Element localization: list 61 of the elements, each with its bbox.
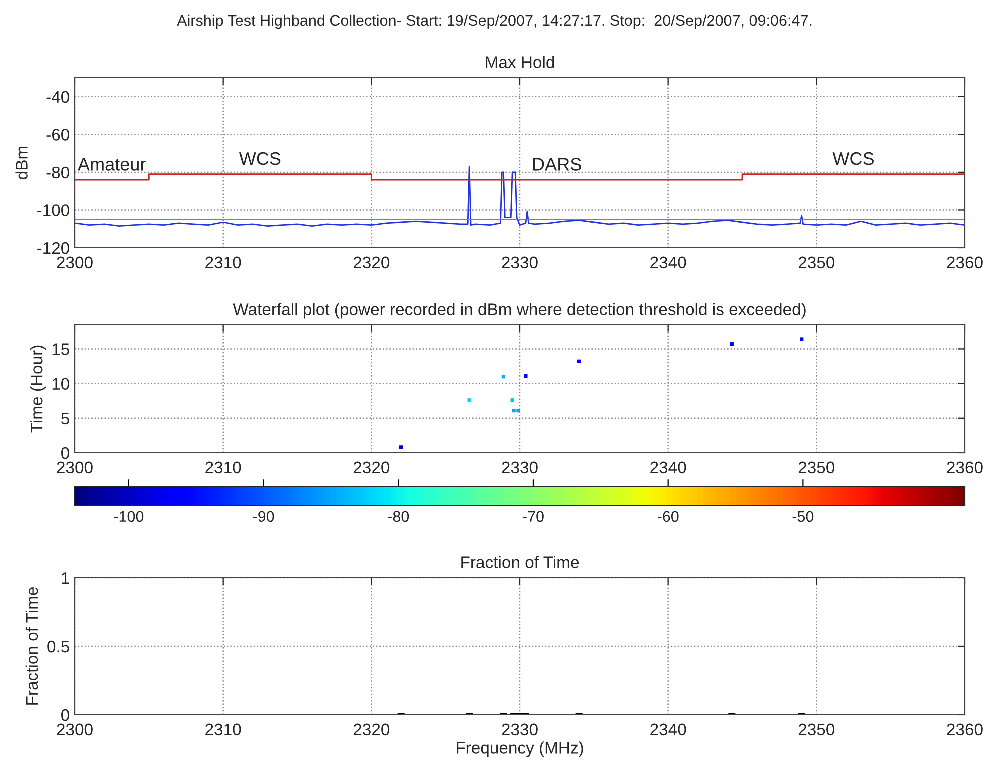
color-bar-label: -70 [523,511,544,522]
point [577,360,582,364]
y-tick-label: 10 [52,378,70,390]
x-tick-label: 2360 [947,256,983,269]
color-bar-label: -100 [114,511,144,522]
x-tick-label: 2300 [57,256,93,269]
color-bar-label: -90 [253,511,274,522]
y-tick-label: -60 [46,129,70,141]
y-tick-label: 0 [62,447,70,460]
chart-subtitle: Fraction of Time [462,556,580,568]
x-tick-label: 2330 [502,256,538,269]
x-tick-label: 2350 [798,724,835,736]
x-tick-label: 2340 [650,256,686,269]
point [730,342,734,346]
x-tick-label: 2360 [947,724,983,736]
y-tick-label: -120 [38,242,70,254]
y-axis-title: Fraction of Time [26,587,38,705]
y-tick-label: 15 [52,344,70,356]
point [800,338,804,342]
x-tick-label: 2350 [798,462,835,474]
y-tick-label: -80 [46,166,70,179]
annotation: Amateur [78,158,146,171]
x-axis-title: Frequency (MHz) [457,742,584,758]
x-tick-label: 2340 [650,724,686,736]
point [510,398,514,402]
color-bar-label: -60 [658,511,679,522]
y-tick-label: 1 [62,572,70,584]
annotation: WCS [832,152,874,166]
annotation: DARS [533,158,582,171]
x-tick-label: 2350 [798,256,835,269]
point [502,375,506,379]
point [468,398,472,402]
chart-subtitle: Waterfall plot (power recorded in dBm where detection threshold is exceeded) [233,303,806,319]
color-bar-label: -50 [792,511,814,522]
x-tick-label: 2310 [206,724,242,736]
x-tick-label: 2320 [354,256,390,269]
x-tick-label: 2300 [57,462,93,474]
chart-title: Airship Test Highband Collection- Start: 19/Sep/2007, 14:27:17. Stop: 20/Sep/2007, 09:06:47. [177,14,812,30]
color-bar-label: -80 [388,511,410,522]
x-tick-label: 2340 [650,462,686,474]
x-tick-label: 2320 [354,462,390,474]
y-axis-title: dBm [16,146,28,180]
x-tick-label: 2330 [502,724,538,736]
x-tick-label: 2300 [57,724,93,736]
y-axis-title: Time (Hour) [30,346,46,433]
chart-subtitle: Max Hold [486,56,554,68]
y-tick-label: 0 [62,709,70,722]
point [512,408,516,413]
x-tick-label: 2310 [206,256,242,269]
y-tick-label: 0.5 [48,640,70,653]
y-tick-label: -40 [46,91,70,104]
x-tick-label: 2330 [502,462,538,474]
x-tick-label: 2360 [947,462,983,474]
x-tick-label: 2320 [354,724,390,736]
y-tick-label: -100 [38,204,70,216]
x-tick-label: 2310 [206,462,242,474]
y-tick-label: 5 [62,412,70,425]
annotation: WCS [239,152,281,166]
point [524,374,528,378]
point [516,408,520,413]
point [399,446,404,450]
